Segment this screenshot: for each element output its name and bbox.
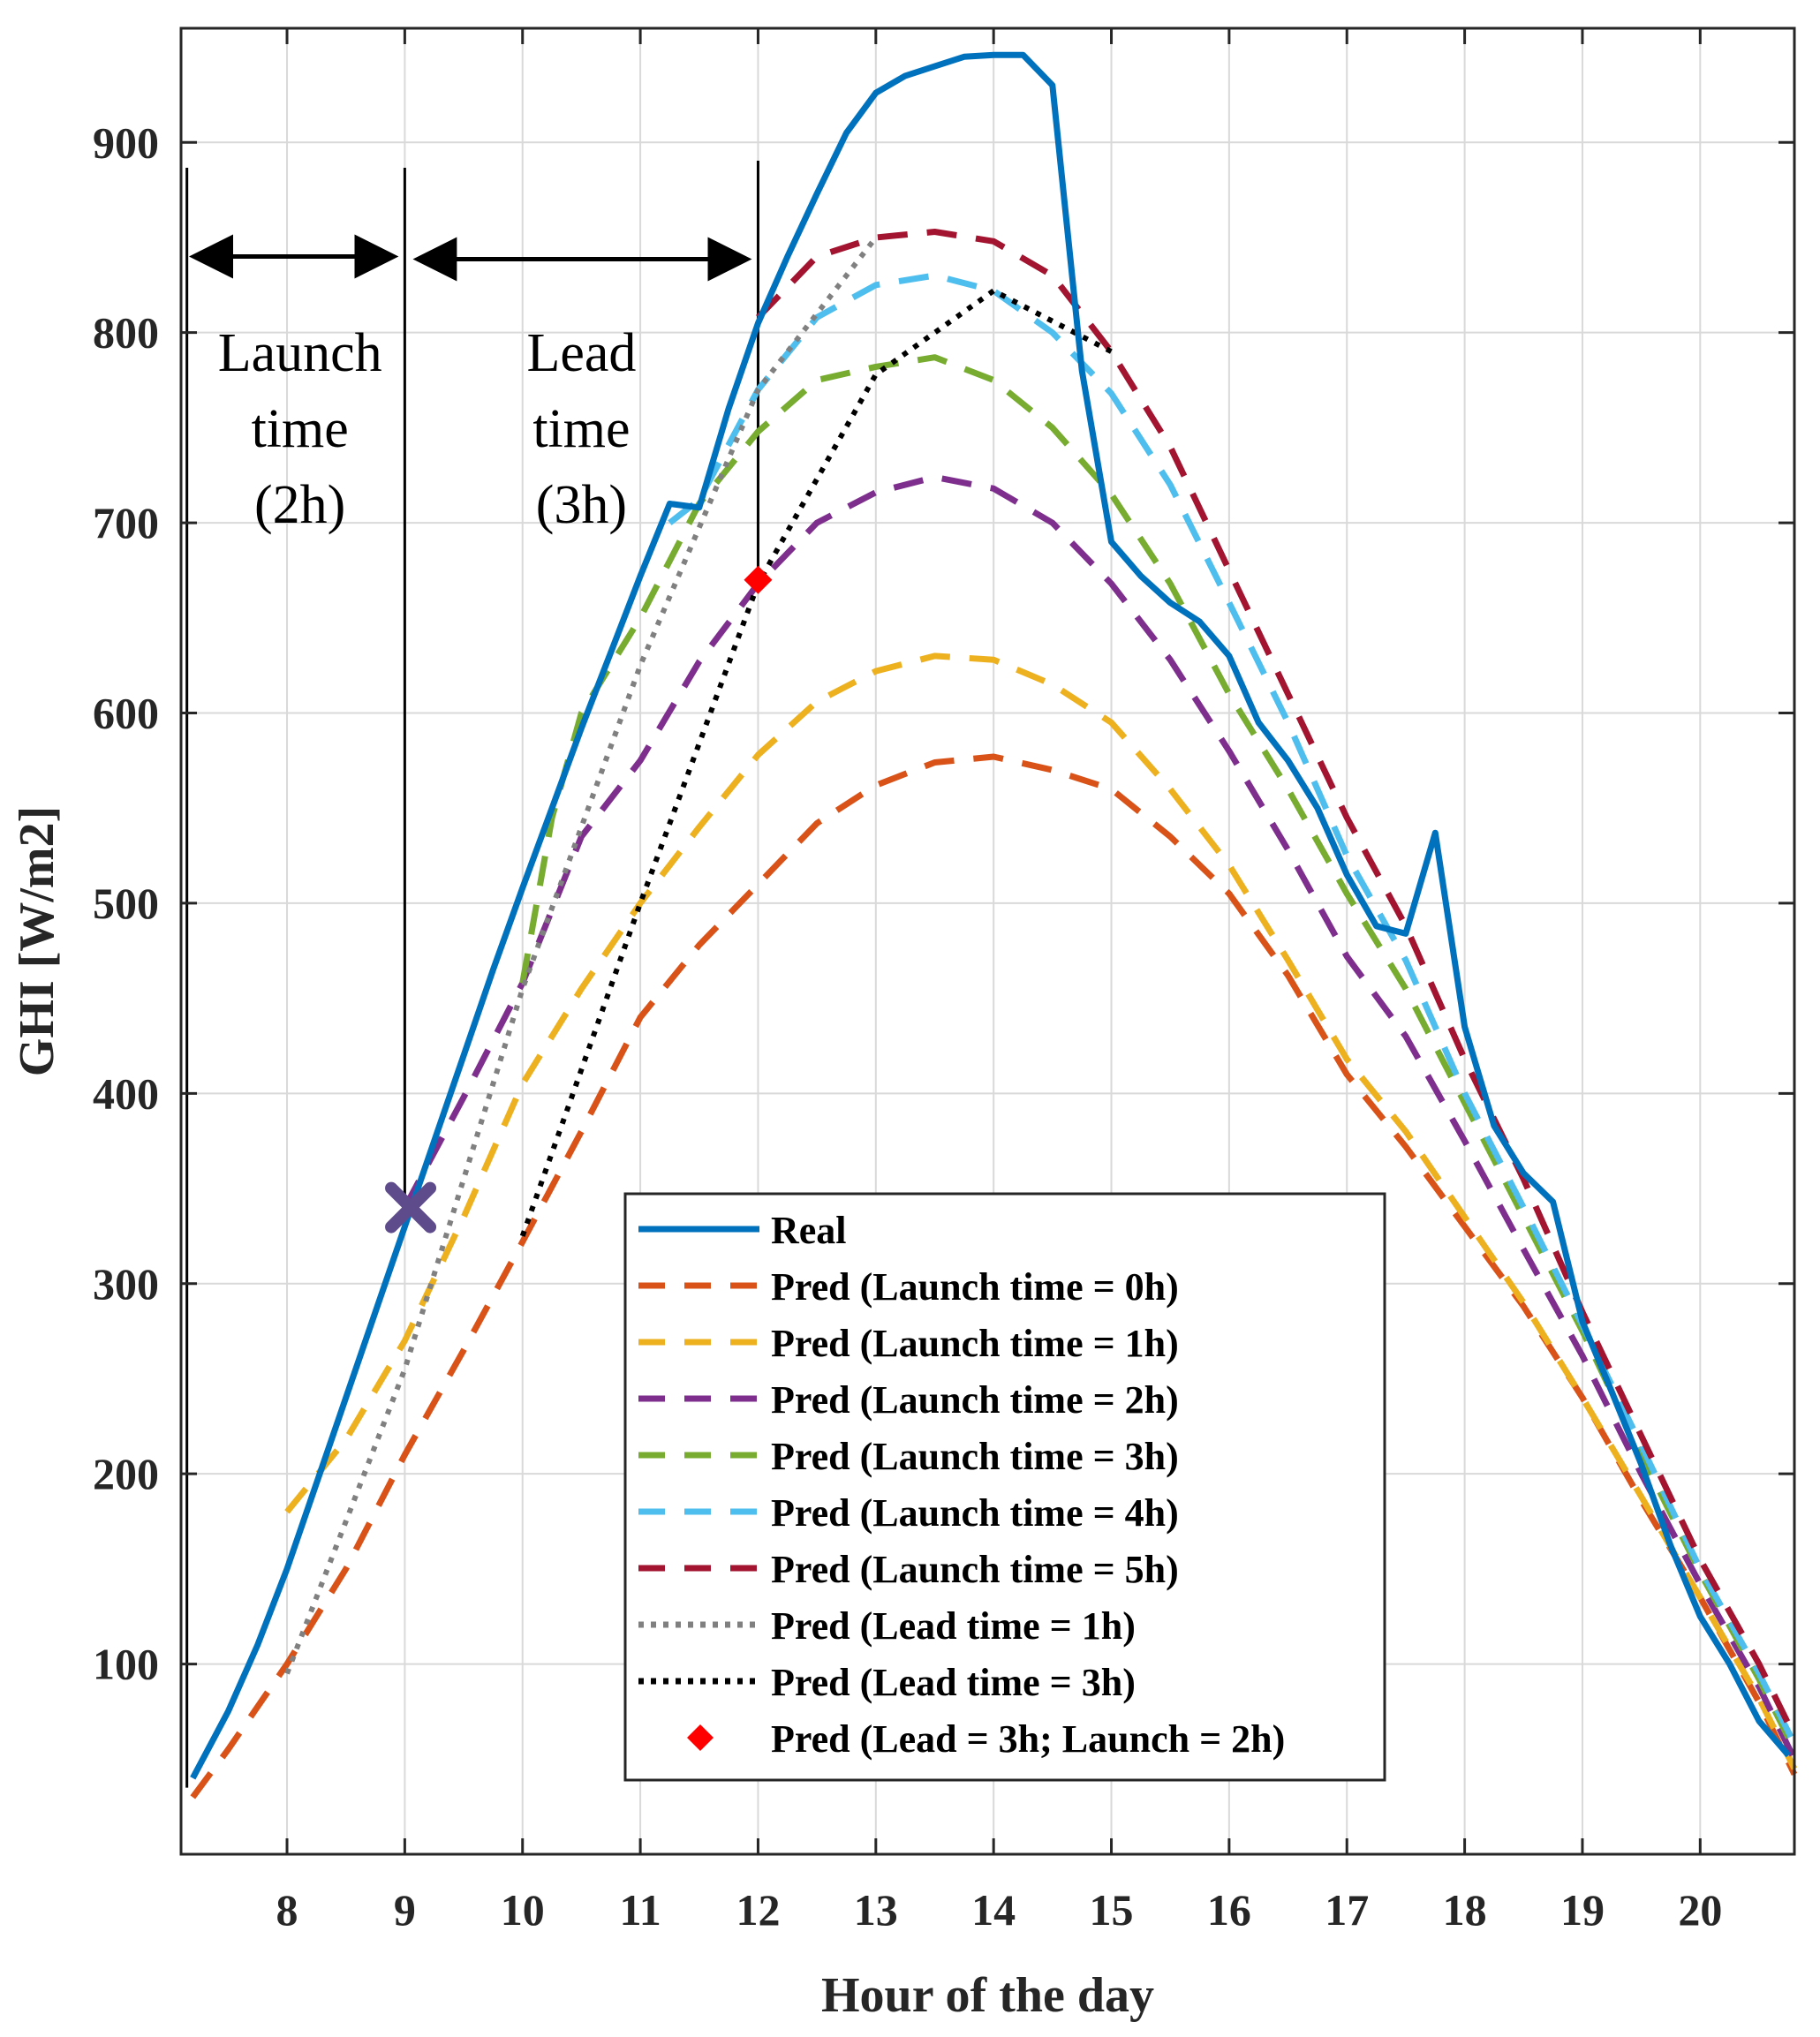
y-tick-label: 600 xyxy=(93,689,159,738)
x-tick-label: 17 xyxy=(1325,1885,1369,1935)
x-axis-label: Hour of the day xyxy=(821,1968,1154,2023)
legend-label: Pred (Lead time = 3h) xyxy=(771,1661,1136,1704)
legend-label: Pred (Launch time = 1h) xyxy=(771,1322,1179,1365)
x-tick-label: 12 xyxy=(736,1885,780,1935)
x-tick-label: 13 xyxy=(854,1885,898,1935)
annotation-label: (2h) xyxy=(254,475,345,535)
series-line xyxy=(755,229,1798,1738)
legend: Real Pred (Launch time = 0h) Pred (Launch … xyxy=(623,1192,1386,1782)
y-axis-label: GHI [W/m2] xyxy=(10,806,64,1076)
x-tick-label: 19 xyxy=(1560,1885,1605,1935)
y-tick-label: 400 xyxy=(93,1068,159,1118)
annotations: Launch time (2h) Lead time (3h) xyxy=(185,161,759,1788)
legend-label: Pred (Launch time = 3h) xyxy=(771,1435,1179,1478)
y-tick-label: 900 xyxy=(93,117,159,167)
series-line xyxy=(402,473,1798,1761)
axes: 8 9 10 11 12 13 14 15 16 17 18 19 20 100 200 300 400 500 6… xyxy=(10,26,1796,2023)
legend-label: Pred (Launch time = 0h) xyxy=(771,1265,1179,1309)
legend-label: Real xyxy=(771,1209,847,1252)
y-tick-label: 100 xyxy=(93,1640,159,1689)
annotation-label: Launch xyxy=(218,323,382,383)
annotation-label: time xyxy=(252,399,349,459)
legend-label: Pred (Lead = 3h; Launch = 2h) xyxy=(771,1717,1285,1761)
x-tick-label: 8 xyxy=(276,1885,298,1935)
series-line xyxy=(519,354,1798,1752)
launch-x-marker xyxy=(385,1181,437,1234)
x-tick-label: 16 xyxy=(1207,1885,1251,1935)
y-tick-label: 500 xyxy=(93,879,159,928)
x-tick-label: 10 xyxy=(501,1885,545,1935)
y-tick-label: 300 xyxy=(93,1259,159,1309)
x-tick-label: 14 xyxy=(971,1885,1016,1935)
annotation-label: (3h) xyxy=(536,475,627,535)
x-tick-label: 9 xyxy=(394,1885,416,1935)
prediction-point-marker xyxy=(744,565,773,594)
annotation-label: Lead xyxy=(526,323,636,383)
legend-label: Pred (Lead time = 1h) xyxy=(771,1604,1136,1648)
x-tick-label: 20 xyxy=(1678,1885,1722,1935)
series-line xyxy=(668,272,1798,1746)
series-line xyxy=(519,288,1113,1237)
annotation-label: time xyxy=(532,399,630,459)
x-tick-label: 15 xyxy=(1090,1885,1134,1935)
x-tick-label: 11 xyxy=(619,1885,661,1935)
x-tick-label: 18 xyxy=(1443,1885,1487,1935)
series-line xyxy=(190,51,1791,1780)
y-tick-label: 200 xyxy=(93,1449,159,1498)
series-lines xyxy=(190,51,1798,1799)
legend-swatch xyxy=(687,1724,714,1751)
legend-label: Pred (Launch time = 5h) xyxy=(771,1548,1179,1591)
y-tick-label: 700 xyxy=(93,498,159,547)
legend-label: Pred (Launch time = 2h) xyxy=(771,1378,1179,1422)
legend-label: Pred (Launch time = 4h) xyxy=(771,1491,1179,1535)
series-line xyxy=(284,653,1798,1770)
y-tick-label: 800 xyxy=(93,308,159,358)
plot-frame xyxy=(179,26,1796,1856)
